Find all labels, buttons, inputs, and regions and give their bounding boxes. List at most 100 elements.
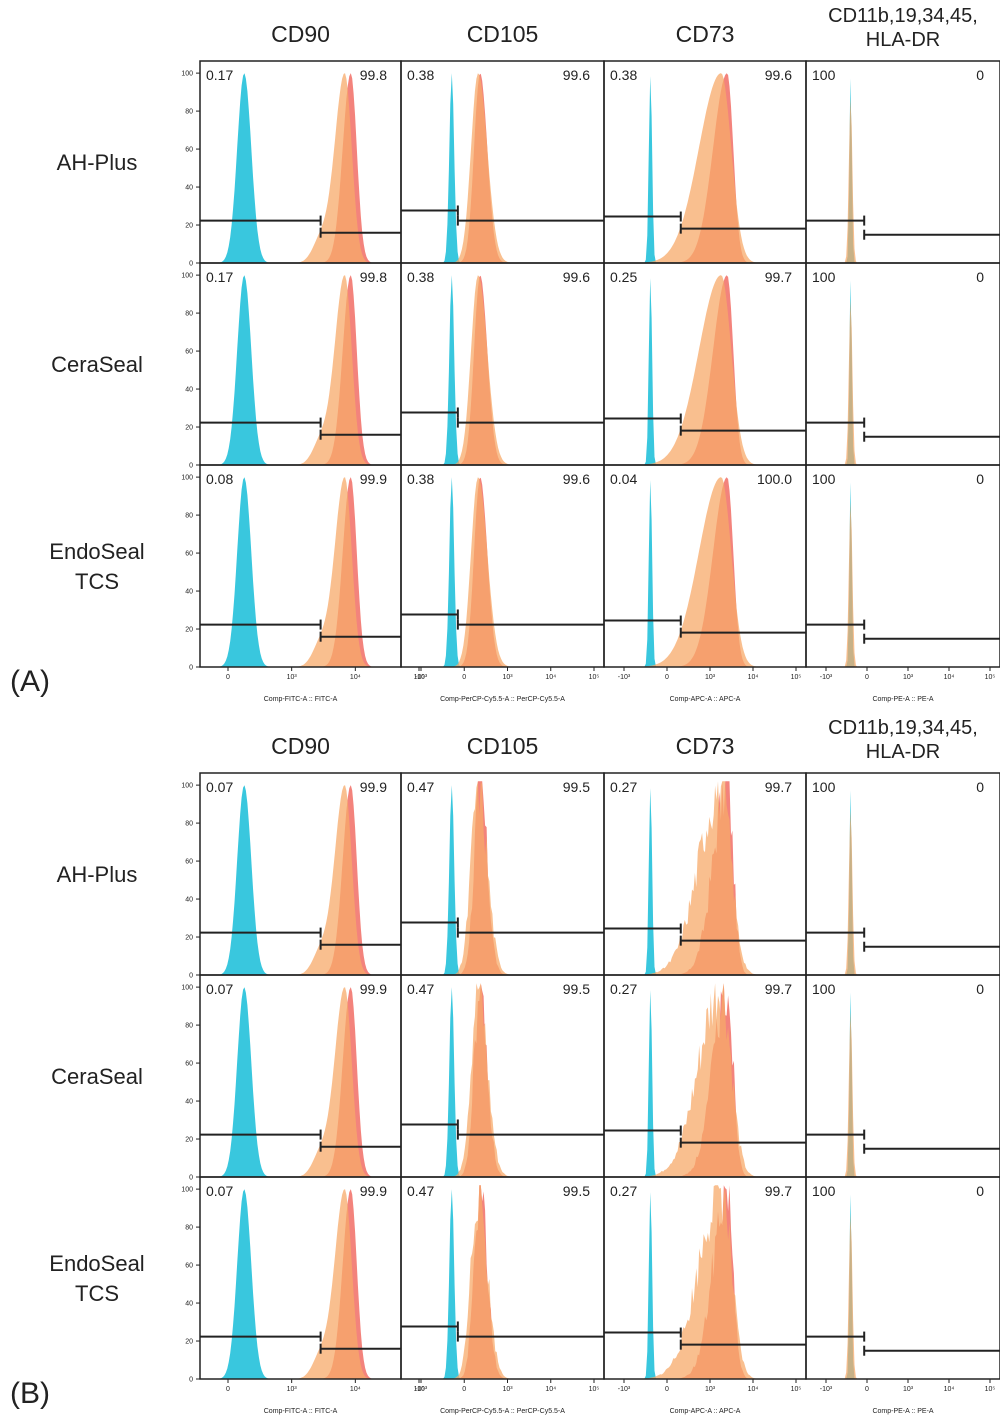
column-header: CD105 [467, 21, 539, 47]
x-tick-label: 10⁴ [944, 674, 955, 681]
orange-histogram [604, 275, 806, 465]
x-tick-label: 10⁵ [985, 1386, 996, 1393]
histogram-cell: 0.27 99.7 [603, 772, 807, 976]
column-header: CD90 [271, 21, 330, 47]
histogram-cell: 100 0 [805, 1176, 1000, 1380]
red-histogram [401, 781, 604, 975]
histogram-cell: 0.17 99.8 0 20 40 60 80 100 [181, 262, 402, 470]
cyan-histogram [401, 73, 604, 263]
x-tick-label: -10³ [618, 1386, 631, 1393]
y-tick-label: 20 [185, 425, 193, 432]
y-tick-label: 20 [185, 1137, 193, 1144]
cyan-histogram [401, 785, 604, 975]
orange-histogram [401, 477, 604, 667]
x-tick-label: 10⁵ [414, 1386, 425, 1393]
panel-a: CD90 CD105 CD73 CD11b,19,34,45,HLA-DR AH-Plu… [10, 5, 1000, 703]
column-header: HLA-DR [866, 741, 940, 763]
x-tick-label: 0 [462, 1386, 466, 1393]
gate-percent-right: 0 [976, 471, 984, 487]
histogram-cell: 0.27 99.7 [603, 974, 807, 1178]
red-histogram [200, 73, 401, 263]
histogram-cell: 0.17 99.8 0 20 40 60 80 100 [181, 60, 402, 268]
gate-percent-right: 99.5 [563, 779, 590, 795]
histogram-cell: 0.07 99.9 0 20 40 60 80 100 [181, 1176, 402, 1384]
histogram-cell: 0.08 99.9 0 20 40 60 80 100 [181, 464, 402, 672]
histogram-cell: 0.38 99.6 [400, 464, 605, 668]
gate-percent-right: 0 [976, 981, 984, 997]
histogram-cell: 0.07 99.9 0 20 40 60 80 100 [181, 772, 402, 980]
gate-percent-right: 99.8 [360, 67, 387, 83]
orange-histogram [401, 1185, 604, 1379]
gate-percent-right: 0 [976, 779, 984, 795]
cell-frame [400, 1176, 605, 1380]
cyan-histogram [401, 275, 604, 465]
x-tick-label: 10³ [705, 674, 716, 681]
histogram-cell: 0.38 99.6 [400, 262, 605, 466]
row-label: TCS [75, 569, 119, 594]
x-tick-label: 10³ [903, 674, 914, 681]
y-tick-label: 0 [189, 261, 193, 268]
y-tick-label: 0 [189, 463, 193, 470]
gate-percent-right: 0 [976, 1183, 984, 1199]
cell-frame [805, 772, 1000, 976]
gate-percent-left: 0.27 [610, 981, 637, 997]
red-histogram [200, 477, 401, 667]
x-tick-label: 10³ [903, 1386, 914, 1393]
red-histogram [200, 785, 401, 975]
histogram-cell: 0.04 100.0 [603, 464, 807, 668]
y-tick-label: 40 [185, 589, 193, 596]
row-label: EndoSeal [49, 539, 144, 564]
gate-percent-left: 0.38 [407, 269, 434, 285]
y-tick-label: 60 [185, 147, 193, 154]
orange-histogram [806, 98, 1000, 263]
red-histogram [200, 275, 401, 465]
x-tick-label: -10³ [618, 674, 631, 681]
x-tick-label: 0 [665, 1386, 669, 1393]
gate-percent-left: 100 [812, 269, 836, 285]
cyan-histogram [200, 477, 401, 667]
gate-percent-left: 0.08 [206, 471, 233, 487]
orange-histogram [806, 300, 1000, 465]
x-tick-label: 0 [226, 1386, 230, 1393]
panel-label: (B) [10, 1377, 50, 1410]
x-tick-label: 0 [665, 674, 669, 681]
cell-frame [805, 1176, 1000, 1380]
x-tick-label: -10³ [415, 1386, 428, 1393]
x-tick-label: 0 [462, 674, 466, 681]
y-tick-label: 60 [185, 859, 193, 866]
x-tick-label: 10³ [502, 1386, 513, 1393]
gate-percent-left: 100 [812, 67, 836, 83]
y-tick-label: 20 [185, 935, 193, 942]
y-tick-label: 100 [181, 1187, 193, 1194]
gate-percent-right: 99.9 [360, 1183, 387, 1199]
gate-percent-right: 99.5 [563, 981, 590, 997]
orange-histogram [200, 785, 401, 975]
y-tick-label: 100 [181, 985, 193, 992]
y-tick-label: 60 [185, 349, 193, 356]
row-label: TCS [75, 1281, 119, 1306]
red-histogram [401, 477, 604, 667]
y-tick-label: 40 [185, 185, 193, 192]
column-header: CD11b,19,34,45, [828, 717, 978, 739]
gate-percent-left: 0.38 [407, 67, 434, 83]
gate-percent-left: 0.27 [610, 779, 637, 795]
x-tick-label: 10⁵ [589, 674, 600, 681]
red-histogram [401, 73, 604, 263]
x-tick-label: 10⁴ [748, 1386, 759, 1393]
cell-frame [400, 772, 605, 976]
cyan-histogram [401, 477, 604, 667]
column-header: CD105 [467, 733, 539, 759]
histogram-cell: 100 0 [805, 262, 1000, 466]
y-tick-label: 60 [185, 1061, 193, 1068]
gate-percent-right: 99.6 [563, 67, 590, 83]
y-tick-label: 100 [181, 273, 193, 280]
orange-histogram [604, 781, 806, 975]
column-header: CD11b,19,34,45, [828, 5, 978, 27]
row-label: EndoSeal [49, 1251, 144, 1276]
y-tick-label: 80 [185, 513, 193, 520]
orange-histogram [401, 73, 604, 263]
gate-percent-right: 99.5 [563, 1183, 590, 1199]
gate-percent-left: 0.47 [407, 981, 434, 997]
gate-percent-left: 0.38 [610, 67, 637, 83]
x-tick-label: -10³ [820, 674, 833, 681]
